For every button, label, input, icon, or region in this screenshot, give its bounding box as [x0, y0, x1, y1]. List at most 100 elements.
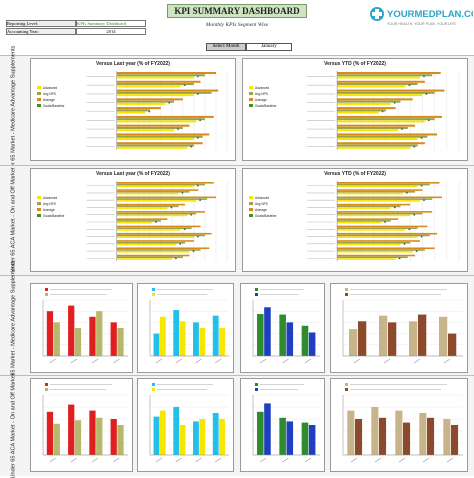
hbar — [337, 225, 428, 228]
legend-entry: Goals/Baseline — [43, 104, 65, 108]
legend-swatch — [249, 202, 253, 205]
target-marker — [199, 199, 202, 202]
target-marker — [168, 101, 171, 104]
section-label-under65-aca: Under 65 ACA Market - On and Off Market — [10, 167, 17, 273]
category-label-placeholder — [398, 457, 406, 463]
legend-entry: Avg NPS — [43, 92, 56, 96]
chart-panel-8 — [30, 378, 133, 472]
category-label-placeholder — [383, 358, 391, 364]
hbar — [116, 254, 190, 257]
hbar — [116, 129, 175, 132]
hbar — [337, 200, 420, 202]
hbar — [116, 185, 194, 188]
target-marker — [381, 110, 384, 113]
vbar — [264, 403, 271, 455]
target-marker — [197, 184, 199, 187]
legend-entry: Advanced — [255, 196, 269, 200]
logo-graphic: YOURMEDPLAN.COM YOUR HEALTH. YOUR PLAN. … — [370, 7, 474, 26]
vbar — [308, 332, 316, 356]
chart-panel-1: Versus YTD (% of FY2022) Advanced Avg NPS… — [242, 58, 468, 161]
hbar — [116, 133, 210, 136]
chart-panel-6 — [240, 283, 325, 373]
legend-swatch — [249, 86, 253, 89]
vbar-chart-9 — [149, 383, 229, 463]
vbar — [451, 425, 459, 455]
vbar — [443, 419, 451, 455]
target-marker — [393, 206, 396, 209]
hbar — [337, 98, 413, 101]
hbar — [116, 85, 181, 88]
select-month-label: Select Month — [206, 43, 246, 51]
hbar — [337, 243, 401, 246]
hbar — [116, 250, 190, 253]
chart-title: Versus Last year (% of FY2022) — [96, 61, 170, 67]
hbar — [337, 203, 411, 206]
chart-panel-2: Versus Last year (% of FY2022) Advanced A… — [30, 168, 236, 272]
legend-swatch — [249, 98, 253, 101]
legend-entry: Avg NPS — [255, 92, 268, 96]
hbar — [337, 129, 399, 132]
vbar — [279, 417, 286, 455]
hbar — [337, 218, 399, 220]
vbar — [68, 305, 75, 356]
hbar — [116, 146, 188, 149]
target-marker — [181, 192, 184, 194]
hbar — [116, 74, 205, 77]
hbar-chart-3: Advanced Avg NPS Average Goals/Baseline — [249, 181, 460, 261]
target-marker — [197, 75, 199, 78]
legend-swatch — [152, 383, 155, 386]
category-label-placeholder — [175, 358, 182, 364]
hbar — [337, 183, 430, 186]
hbar — [337, 189, 423, 191]
hbar — [337, 247, 435, 250]
hbar — [337, 89, 445, 92]
hbar — [337, 135, 428, 138]
hbar — [116, 240, 194, 242]
legend-swatch — [249, 214, 253, 217]
vbar — [159, 316, 166, 356]
target-marker — [425, 93, 428, 95]
reporting-level-value-box[interactable]: KPIs Summary Dashboard — [76, 20, 146, 27]
hbar — [337, 198, 433, 200]
hbar — [116, 124, 190, 127]
legend-entry: Goals/Baseline — [43, 214, 65, 218]
vbar — [153, 333, 160, 356]
hbar — [116, 91, 212, 94]
vbar — [96, 311, 103, 356]
target-marker — [420, 235, 423, 238]
vbar — [117, 328, 124, 356]
vbar-chart-7 — [342, 288, 463, 364]
legend-entry: Average — [255, 98, 267, 102]
chart-panel-7 — [330, 283, 468, 373]
select-month-dropdown[interactable]: January — [246, 43, 292, 51]
legend-swatch — [37, 92, 41, 95]
legend-swatch — [249, 104, 253, 107]
hbar — [337, 229, 406, 231]
hbar — [337, 196, 442, 199]
vbar — [53, 423, 60, 455]
accounting-year-value-box[interactable]: 2014 — [76, 28, 146, 35]
legend-swatch — [37, 196, 41, 199]
hbar — [337, 100, 401, 103]
category-label-placeholder — [282, 358, 289, 364]
target-marker — [192, 250, 195, 252]
legend-swatch — [37, 208, 41, 211]
hbar — [337, 111, 379, 114]
hbar — [337, 85, 406, 88]
target-marker — [179, 242, 182, 245]
legend-entry: Goals/Baseline — [255, 214, 277, 218]
hbar — [116, 144, 194, 147]
legend-swatch — [45, 288, 48, 291]
hbar — [116, 83, 194, 86]
category-label-placeholder — [259, 457, 267, 463]
hbar — [116, 76, 194, 79]
legend-entry: Advanced — [43, 86, 57, 90]
vbar — [199, 419, 206, 455]
legend-swatch — [45, 383, 48, 386]
hbar — [116, 100, 175, 103]
hbar — [337, 256, 408, 259]
hbar — [116, 203, 186, 206]
vbar — [159, 410, 166, 455]
hbar — [116, 232, 212, 235]
legend-swatch — [255, 383, 258, 386]
